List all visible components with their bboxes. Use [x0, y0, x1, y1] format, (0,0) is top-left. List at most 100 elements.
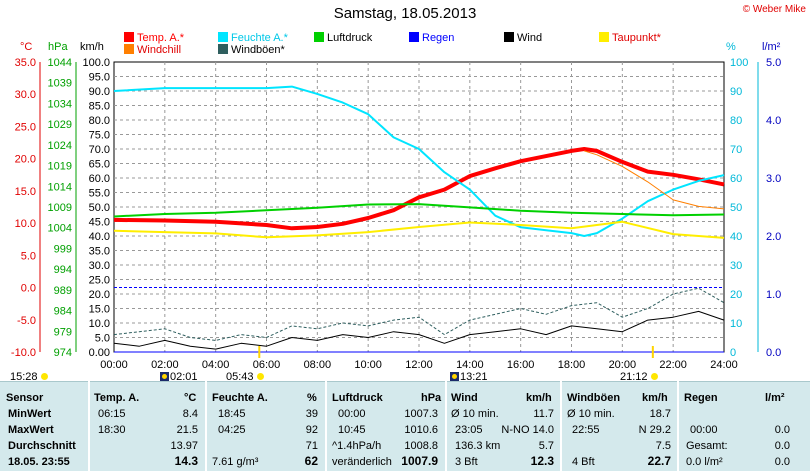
- wind-distance: 136.3 km: [455, 440, 501, 452]
- gust-current-value: 22.7: [647, 454, 671, 468]
- legend-item-temp: Temp. A.*: [124, 32, 184, 44]
- gust-avg10-label: Ø 10 min.: [567, 408, 615, 420]
- series-line-temp-a: [113, 147, 725, 231]
- hpa-tick-label: 989: [54, 285, 72, 297]
- celsius-tick-label: 15.0: [15, 186, 36, 198]
- kmh-tick-label: 0.00: [89, 347, 110, 359]
- wind-avg-value: 5.7: [538, 440, 554, 452]
- hpa-tick-label: 1009: [48, 202, 72, 214]
- humidity-current-value: 62: [304, 454, 318, 468]
- col-title-wind: Wind: [451, 392, 478, 404]
- hpa-tick-label: 1004: [48, 223, 72, 235]
- x-tick-label: 12:00: [405, 359, 433, 371]
- hpa-tick-label: 1044: [48, 57, 72, 69]
- hpa-tick-label: 1034: [48, 98, 72, 110]
- weather-chart: 35.0 30.0 25.0 20.0 15.0 10.0 5.0 0.0 -5.0 -10.0 1…: [11, 41, 781, 371]
- kmh-tick-label: 20.0: [89, 289, 110, 301]
- x-tick-label: 02:00: [151, 359, 179, 371]
- humidity-avg-value: 71: [305, 440, 318, 452]
- celsius-tick-label: 5.0: [21, 250, 36, 262]
- rain-current-label: 0.0 l/m²: [686, 456, 723, 468]
- legend-label-windchill: Windchill: [137, 44, 182, 56]
- sunset-event: 21:12: [620, 371, 658, 383]
- kmh-tick-label: 10.0: [89, 318, 110, 330]
- col-divider: [677, 381, 679, 471]
- percent-tick-label: 40: [730, 231, 742, 243]
- legend-swatch-rain: [409, 32, 419, 42]
- col-title-rain: Regen: [684, 392, 718, 404]
- percent-tick-label: 0: [730, 347, 736, 359]
- col-unit-temp: °C: [184, 392, 197, 404]
- series-line-feuchte-a: [113, 85, 725, 237]
- kmh-tick-label: 30.0: [89, 260, 110, 272]
- col-unit-gusts: km/h: [642, 392, 668, 404]
- legend-swatch-windchill: [124, 44, 134, 54]
- kmh-tick-label: 75.0: [89, 130, 110, 142]
- temp-min-value: 8.4: [182, 408, 198, 420]
- hpa-tick-label: 994: [54, 264, 72, 276]
- kmh-tick-label: 80.0: [89, 115, 110, 127]
- copyright-label: © Weber Mike: [742, 4, 806, 15]
- wind-avg10-value: 11.7: [533, 408, 554, 420]
- col-title-gusts: Windböen: [567, 392, 621, 404]
- col-title-sensor: Sensor: [6, 392, 44, 404]
- wind-current-value: 12.3: [530, 454, 554, 468]
- sun-icon: [40, 373, 48, 380]
- humidity-max-value: 92: [305, 424, 318, 436]
- hpa-tick-label: 974: [54, 347, 72, 359]
- pressure-avg-value: 1008.8: [404, 440, 438, 452]
- x-tick-label: 20:00: [609, 359, 637, 371]
- series-line-windchill: [584, 150, 725, 210]
- celsius-tick-label: -5.0: [17, 315, 36, 327]
- rain-tick-label: 5.0: [766, 57, 781, 69]
- legend-item-windchill: Windchill: [124, 44, 181, 56]
- legend-swatch-temp: [124, 32, 134, 42]
- col-unit-humidity: %: [307, 392, 317, 404]
- rain-unit-label: l/m²: [762, 41, 781, 53]
- legend-swatch-pressure: [314, 32, 324, 42]
- percent-tick-label: 80: [730, 115, 742, 127]
- rain-max-value: 0.0: [774, 424, 790, 436]
- sun-icon: [256, 373, 264, 380]
- legend-item-wind: Wind: [504, 32, 542, 44]
- series-line-luftdruck: [113, 203, 725, 218]
- kmh-tick-label: 5.0: [95, 333, 110, 345]
- legend-label-humidity: Feuchte A.*: [231, 32, 288, 44]
- kmh-tick-label: 35.0: [89, 246, 110, 258]
- celsius-tick-label: 35.0: [15, 57, 36, 69]
- legend-swatch-gusts: [218, 44, 228, 54]
- x-tick-label: 06:00: [253, 359, 281, 371]
- gust-max-value: N 29.2: [638, 424, 671, 436]
- x-tick-label: 16:00: [507, 359, 535, 371]
- percent-tick-label: 30: [730, 260, 742, 272]
- x-tick-label: 10:00: [354, 359, 382, 371]
- humidity-min-value: 39: [305, 408, 318, 420]
- col-unit-rain: l/m²: [765, 392, 785, 404]
- col-divider: [560, 381, 562, 471]
- kmh-unit-label: km/h: [80, 41, 104, 53]
- sunrise-time: 05:43: [226, 371, 254, 383]
- legend-swatch-wind: [504, 32, 514, 42]
- series-line-windb-en: [113, 287, 725, 341]
- pressure-trend: ^1.4hPa/h: [332, 440, 382, 452]
- kmh-tick-label: 40.0: [89, 231, 110, 243]
- legend-label-gusts: Windböen*: [231, 44, 285, 56]
- rain-max-time: 00:00: [690, 424, 718, 436]
- pressure-state: veränderlich: [332, 456, 392, 468]
- wind-max-value: N-NO 14.0: [501, 424, 554, 436]
- sun-icon: [650, 373, 658, 380]
- legend-item-gusts: Windböen*: [218, 44, 285, 56]
- col-divider: [325, 381, 327, 471]
- kmh-tick-label: 45.0: [89, 217, 110, 229]
- pressure-max-time: 10:45: [338, 424, 366, 436]
- col-divider: [205, 381, 207, 471]
- hpa-tick-label: 1014: [48, 181, 72, 193]
- rain-tick-label: 4.0: [766, 115, 781, 127]
- percent-tick-label: 60: [730, 173, 742, 185]
- col-unit-wind: km/h: [526, 392, 552, 404]
- kmh-tick-label: 100.0: [82, 57, 110, 69]
- kmh-tick-label: 50.0: [89, 202, 110, 214]
- celsius-tick-label: 20.0: [15, 154, 36, 166]
- humidity-min-time: 18:45: [218, 408, 246, 420]
- kmh-tick-label: 60.0: [89, 173, 110, 185]
